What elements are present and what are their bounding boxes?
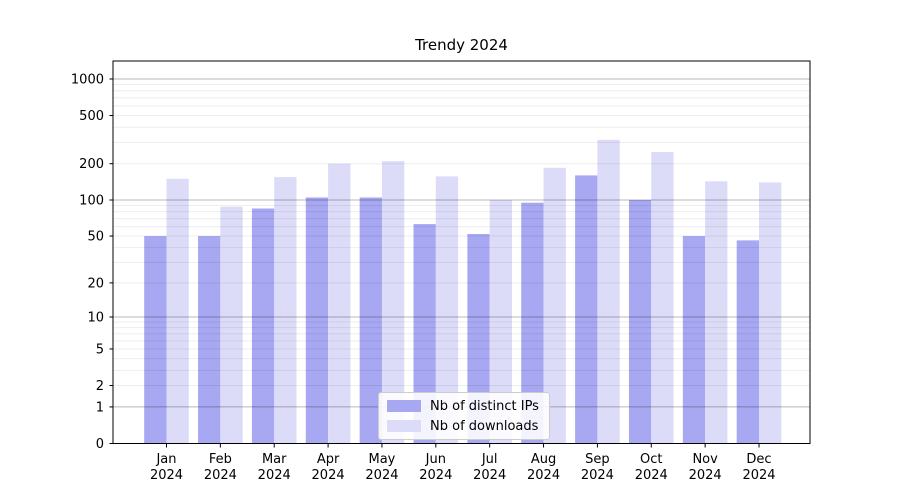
bar-downloads-oct xyxy=(651,151,674,444)
bar-downloads-nov xyxy=(705,181,728,444)
bar-downloads-mar xyxy=(274,177,297,444)
legend-swatch-downloads xyxy=(387,420,421,432)
bar-distinct-ips-oct xyxy=(628,200,652,444)
bar-distinct-ips-aug xyxy=(521,202,544,444)
x-tick-label-month-sep: Sep xyxy=(585,452,610,467)
x-tick-label-year-mar: 2024 xyxy=(258,468,291,483)
bar-downloads-may xyxy=(381,161,405,444)
axes-layer: 10005002001005020105210Jan2024Feb2024Mar… xyxy=(71,60,811,483)
x-tick-label-year-jun: 2024 xyxy=(419,468,452,483)
bar-distinct-ips-feb xyxy=(198,236,221,444)
y-tick-label-500: 500 xyxy=(79,109,104,124)
x-tick-label-year-feb: 2024 xyxy=(204,468,237,483)
x-tick-label-year-dec: 2024 xyxy=(742,468,775,483)
x-tick-label-year-may: 2024 xyxy=(365,468,398,483)
x-tick-label-month-mar: Mar xyxy=(262,452,287,467)
x-tick-label-month-feb: Feb xyxy=(209,452,232,467)
bar-downloads-feb xyxy=(220,206,243,444)
bar-distinct-ips-jan xyxy=(144,236,167,444)
bar-distinct-ips-mar xyxy=(251,208,275,444)
y-tick-label-50: 50 xyxy=(87,230,104,245)
bar-downloads-jul xyxy=(489,200,512,444)
x-tick-label-month-jul: Jul xyxy=(481,452,498,467)
x-tick-label-month-may: May xyxy=(369,452,396,467)
bar-distinct-ips-sep xyxy=(575,175,598,444)
x-tick-label-year-sep: 2024 xyxy=(581,468,614,483)
y-tick-label-1: 1 xyxy=(96,400,104,415)
y-tick-label-200: 200 xyxy=(79,157,104,172)
bars-layer xyxy=(144,139,782,444)
x-tick-label-month-apr: Apr xyxy=(317,452,340,467)
bar-distinct-ips-apr xyxy=(305,197,329,444)
grid-layer xyxy=(113,78,810,408)
bar-downloads-apr xyxy=(328,163,351,444)
chart-title: Trendy 2024 xyxy=(415,36,508,54)
y-tick-label-0: 0 xyxy=(96,437,104,452)
legend-entry-downloads: Nb of downloads xyxy=(387,417,539,435)
bar-downloads-aug xyxy=(543,167,566,444)
legend: Nb of distinct IPs Nb of downloads xyxy=(378,392,550,440)
y-tick-label-20: 20 xyxy=(87,276,104,291)
x-tick-label-month-jun: Jun xyxy=(425,452,446,467)
x-tick-label-year-jul: 2024 xyxy=(473,468,506,483)
x-tick-label-month-nov: Nov xyxy=(692,452,718,467)
x-tick-label-month-aug: Aug xyxy=(531,452,556,467)
y-tick-label-1000: 1000 xyxy=(71,73,104,88)
x-tick-label-year-jan: 2024 xyxy=(150,468,183,483)
y-tick-label-2: 2 xyxy=(96,379,104,394)
y-tick-label-10: 10 xyxy=(87,310,104,325)
legend-swatch-distinct-ips xyxy=(387,400,421,412)
bar-downloads-jan xyxy=(166,178,189,444)
x-tick-label-month-oct: Oct xyxy=(640,452,662,467)
bar-distinct-ips-nov xyxy=(682,236,706,444)
legend-entry-distinct-ips: Nb of distinct IPs xyxy=(387,397,539,415)
x-tick-label-month-jan: Jan xyxy=(155,452,176,467)
bar-distinct-ips-dec xyxy=(736,240,760,444)
y-tick-label-5: 5 xyxy=(96,342,104,357)
x-tick-label-year-apr: 2024 xyxy=(312,468,345,483)
x-tick-label-year-aug: 2024 xyxy=(527,468,560,483)
x-tick-label-month-dec: Dec xyxy=(746,452,771,467)
bar-distinct-ips-jun xyxy=(413,224,436,444)
bar-downloads-sep xyxy=(597,139,620,444)
bar-distinct-ips-jul xyxy=(467,234,490,444)
legend-label-downloads: Nb of downloads xyxy=(430,418,539,434)
plot-border xyxy=(112,60,811,444)
x-tick-label-year-oct: 2024 xyxy=(635,468,668,483)
bar-downloads-dec xyxy=(759,182,782,444)
bar-distinct-ips-may xyxy=(359,197,382,444)
y-tick-label-100: 100 xyxy=(79,194,104,209)
x-tick-label-year-nov: 2024 xyxy=(689,468,722,483)
bar-downloads-jun xyxy=(435,176,459,444)
legend-label-distinct-ips: Nb of distinct IPs xyxy=(430,398,539,414)
